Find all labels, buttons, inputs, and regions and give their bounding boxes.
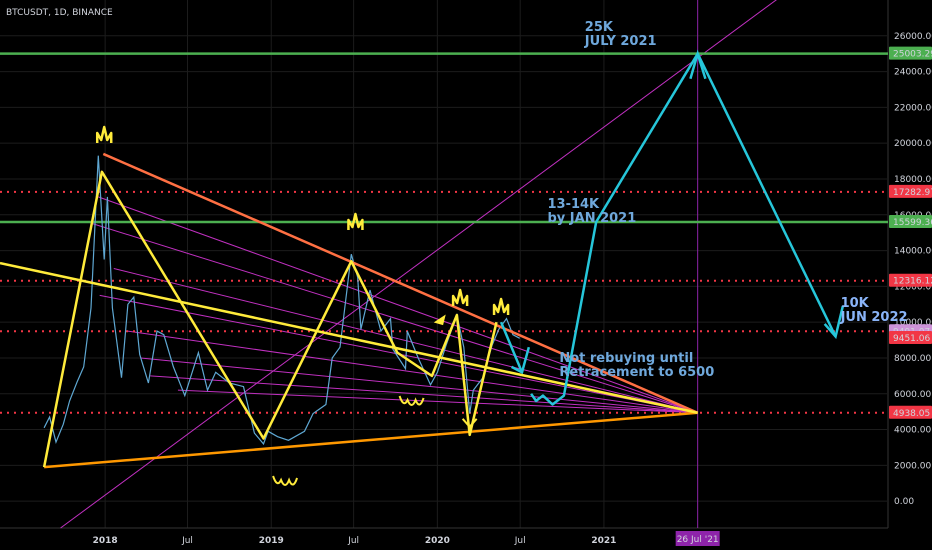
x-tick-label: 2019 (259, 536, 284, 546)
annotation-line: 13-14K (547, 197, 600, 212)
y-tick-label: 0.00 (894, 497, 914, 507)
fan-line (127, 330, 698, 414)
arrow-tip-down-yellow (461, 418, 478, 429)
price-tag: 4938.05 (889, 405, 932, 419)
price-tag-label: 25003.29 (893, 50, 932, 60)
price-tag-bg (889, 46, 932, 60)
yellow-zigzag-pattern (42, 170, 498, 468)
date-marker-tag: 26 Jul '21 (675, 531, 720, 546)
annotation-line: 25K (585, 20, 614, 35)
x-tick-label: Jul (181, 536, 193, 546)
price-tag-bg (889, 330, 932, 344)
squiggle-2019b (398, 395, 425, 406)
price-tag-label: 4938.05 (893, 409, 930, 419)
price-tag-bg (889, 405, 932, 419)
price-tag-label: 15599.36 (893, 218, 932, 228)
price-tag-label: 17282.97 (893, 188, 932, 198)
price-tag-label: 12316.12 (893, 277, 932, 287)
annotation-line: Retracement to 6500 (559, 365, 714, 380)
fan-line (150, 375, 698, 414)
price-tag: 15599.36 (889, 214, 932, 228)
date-tag-label: 26 Jul '21 (677, 535, 719, 545)
x-tick-label: Jul (514, 536, 526, 546)
crown-doodle-2020a (451, 288, 469, 306)
fan-line (140, 357, 698, 414)
cyan-arrowhead (823, 305, 845, 340)
fan-line (92, 223, 698, 414)
x-tick-label: 2021 (591, 536, 616, 546)
annotation-line: JUN 2022 (840, 310, 908, 325)
annotation-line: by JAN 2021 (547, 211, 636, 226)
annotation-line: 10K (841, 296, 870, 311)
crown-doodle-2018 (95, 125, 113, 143)
y-tick-label: 8000.00 (894, 354, 931, 364)
crown-doodle-2020b (492, 297, 510, 315)
y-tick-label: 18000.00 (894, 175, 932, 185)
x-tick-label: 2018 (93, 536, 118, 546)
y-tick-label: 24000.00 (894, 68, 932, 78)
squiggle-2019 (272, 475, 299, 486)
price-tag: 25003.29 (889, 46, 932, 60)
y-tick-label: 6000.00 (894, 390, 931, 400)
arrow-tip-yellow (433, 314, 446, 326)
symbol-header: BTCUSDT, 1D, BINANCE (6, 8, 113, 18)
cyan-small-down-arrow (499, 321, 524, 373)
price-tag: 12316.12 (889, 273, 932, 287)
x-tick-label: 2020 (425, 536, 450, 546)
fan-line (98, 196, 698, 414)
crown-doodle-2019 (347, 212, 364, 230)
price-tag-bg (889, 184, 932, 198)
cyan-v-arrow (510, 346, 531, 375)
y-tick-label: 12000.00 (894, 282, 932, 292)
y-tick-label: 14000.00 (894, 247, 932, 257)
annotation-line: Not rebuying until (559, 351, 693, 366)
y-tick-label: 4000.00 (894, 426, 931, 436)
fan-line (177, 389, 698, 414)
cyan-projection-path (530, 52, 837, 406)
y-tick-label: 2000.00 (894, 461, 931, 471)
uptrend-line (44, 411, 698, 469)
y-tick-label: 22000.00 (894, 103, 932, 113)
y-tick-label: 20000.00 (894, 139, 932, 149)
price-tag-bg (889, 273, 932, 287)
x-tick-label: Jul (347, 536, 359, 546)
downtrend-line (102, 152, 699, 414)
yellow-trend-line (0, 261, 698, 414)
price-tag-label: 9451.06 (893, 334, 930, 344)
price-tag: 17282.97 (889, 184, 932, 198)
y-tick-label: 10000.00 (894, 318, 932, 328)
fan-line (113, 267, 698, 414)
annotation-line: JULY 2021 (584, 34, 657, 49)
y-tick-label: 26000.00 (894, 32, 932, 42)
long-diagonal-line (60, 0, 777, 529)
price-tag: 9451.06 (889, 330, 932, 344)
price-tag-bg (889, 214, 932, 228)
cyan-peak (689, 49, 707, 80)
date-tag-bg (675, 531, 720, 546)
